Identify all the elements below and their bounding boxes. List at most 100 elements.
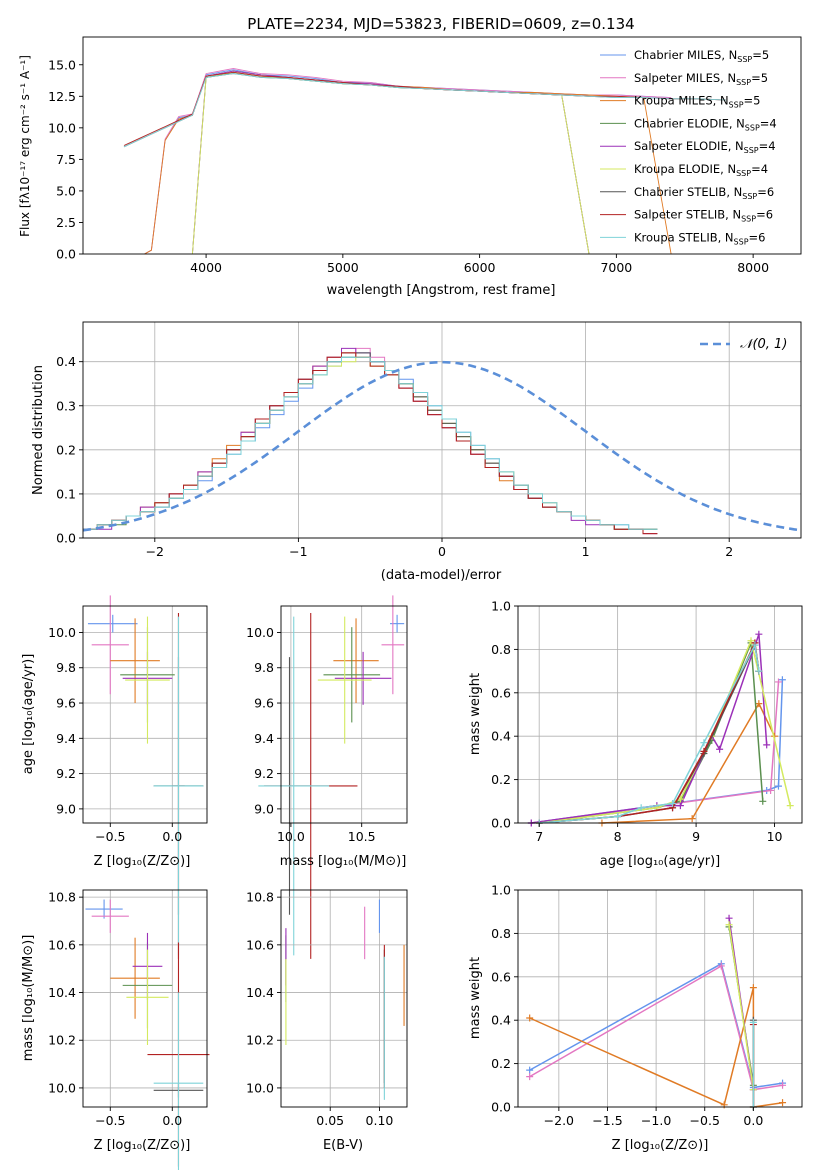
x-tick-label: 10 xyxy=(767,829,783,844)
y-tick-label: 0.0 xyxy=(491,1100,511,1115)
y-tick-label: 0.8 xyxy=(491,642,511,657)
legend-label-sub: SSP xyxy=(744,146,759,155)
legend-label: Kroupa ELODIE, NSSP=4 xyxy=(634,162,768,178)
y-tick-label: 10.0 xyxy=(48,625,76,640)
y-tick-label: 10.2 xyxy=(48,1033,76,1048)
mass-weight-point xyxy=(749,984,757,992)
legend-label-main: Chabrier ELODIE, N xyxy=(634,116,745,130)
mass-weight-point xyxy=(751,641,759,649)
mass-z-xlabel: Z [log₁₀(Z/Z⊙)] xyxy=(94,1138,191,1153)
y-tick-label: 10.4 xyxy=(246,985,274,1000)
legend-label-end: =5 xyxy=(744,94,761,108)
legend-label-main: Chabrier MILES, N xyxy=(634,48,737,62)
legend-label-main: Kroupa STELIB, N xyxy=(634,230,734,244)
x-tick-label: 0.0 xyxy=(743,1113,763,1128)
age-z-ylabel: age [log₁₀(age/yr)] xyxy=(21,654,36,775)
y-tick-label: 0.0 xyxy=(56,247,76,262)
y-tick-label: 10.6 xyxy=(48,937,76,952)
axes-frame xyxy=(82,36,802,255)
mass-ebv-xlabel: E(B-V) xyxy=(323,1138,363,1153)
y-tick-label: 9.4 xyxy=(254,731,274,746)
y-tick-label: 0.3 xyxy=(56,398,76,413)
mass-weight-point xyxy=(716,745,724,753)
legend-label-main: Kroupa MILES, N xyxy=(634,94,729,108)
x-tick-label: −1.5 xyxy=(592,1113,622,1128)
y-tick-label: 10.0 xyxy=(48,120,76,135)
spectrum-xlabel: wavelength [Angstrom, rest frame] xyxy=(327,283,556,298)
y-tick-label: 0.4 xyxy=(491,1013,511,1028)
x-tick-label: −0.5 xyxy=(690,1113,720,1128)
y-tick-label: 0.6 xyxy=(491,969,511,984)
y-tick-label: 9.6 xyxy=(56,696,76,711)
y-tick-label: 10.8 xyxy=(246,890,274,905)
y-tick-label: 0.4 xyxy=(56,354,76,369)
massweight-age-xlabel: age [log₁₀(age/yr)] xyxy=(600,854,721,869)
y-tick-label: 5.0 xyxy=(56,183,76,198)
residuals-panel: −2 −1 0 1 2 0.0 0.1 0.2 0.3 0.4 (data-model)/erro… xyxy=(31,321,802,583)
mass-weight-point xyxy=(725,914,733,922)
y-tick-label: 0.1 xyxy=(56,486,76,501)
x-tick-label: 10.5 xyxy=(348,829,376,844)
mass-weight-point xyxy=(747,637,755,645)
legend-label: Kroupa MILES, NSSP=5 xyxy=(634,94,760,110)
x-tick-label: 10.0 xyxy=(277,829,305,844)
legend-label-end: =6 xyxy=(757,185,774,199)
age-z-xlabel: Z [log₁₀(Z/Z⊙)] xyxy=(94,854,191,869)
legend-label-sub: SSP xyxy=(742,192,757,201)
x-tick-label: 6000 xyxy=(464,260,496,275)
x-tick-label: 9 xyxy=(692,829,700,844)
y-tick-label: 15.0 xyxy=(48,57,76,72)
y-tick-label: 0.4 xyxy=(491,729,511,744)
legend-label-main: Kroupa ELODIE, N xyxy=(634,162,736,176)
y-tick-label: 9.4 xyxy=(56,731,76,746)
legend-label: Chabrier MILES, NSSP=5 xyxy=(634,48,769,64)
x-tick-label: −0.5 xyxy=(95,829,125,844)
y-tick-label: 9.0 xyxy=(56,801,76,816)
mass-weight-line xyxy=(601,701,776,824)
legend-label: Salpeter STELIB, NSSP=6 xyxy=(634,208,773,224)
age-mass-xlabel: mass [log₁₀(M/M⊙)] xyxy=(280,854,407,869)
y-tick-label: 2.5 xyxy=(56,215,76,230)
y-tick-label: 0.2 xyxy=(56,442,76,457)
x-tick-label: 8000 xyxy=(737,260,769,275)
legend-label: Salpeter MILES, NSSP=5 xyxy=(634,71,768,87)
legend-label: Kroupa STELIB, NSSP=6 xyxy=(634,230,765,246)
mass-weight-point xyxy=(526,1073,534,1081)
legend-label-sub: SSP xyxy=(736,78,751,87)
y-tick-label: 9.8 xyxy=(254,660,274,675)
mass-weight-point xyxy=(759,797,767,805)
mass-weight-point xyxy=(774,678,782,686)
gaussian-legend-label: 𝒩(0, 1) xyxy=(740,337,787,352)
y-tick-label: 10.6 xyxy=(246,937,274,952)
mass-weight-point xyxy=(725,921,733,929)
legend-label-sub: SSP xyxy=(737,55,752,64)
y-tick-label: 0.2 xyxy=(491,1056,511,1071)
x-tick-label: 0 xyxy=(438,544,446,559)
x-tick-label: 5000 xyxy=(327,260,359,275)
y-tick-label: 10.8 xyxy=(48,890,76,905)
legend-label: Salpeter ELODIE, NSSP=4 xyxy=(634,139,776,155)
massweight-vs-age-panel: 7 8 9 10 0.0 0.2 0.4 0.6 0.8 1.0 xyxy=(491,599,803,844)
mass-weight-line xyxy=(529,964,783,1091)
mass-weight-point xyxy=(767,786,775,794)
x-tick-label: 4000 xyxy=(190,260,222,275)
mass-weight-point xyxy=(786,802,794,810)
legend-label-sub: SSP xyxy=(741,215,756,224)
axes-frame xyxy=(280,889,408,1108)
x-tick-label: 8 xyxy=(614,829,622,844)
y-tick-label: 9.8 xyxy=(56,660,76,675)
residual-histogram xyxy=(83,356,658,530)
mass-vs-EBV-panel: 0.05 0.10 10.0 10.2 10.4 10.6 10.8 xyxy=(246,889,408,1128)
residuals-axes: −2 −1 0 1 2 0.0 0.1 0.2 0.3 0.4 xyxy=(56,321,802,559)
spectrum-line xyxy=(123,73,726,148)
y-tick-label: 10.0 xyxy=(48,1080,76,1095)
massweight-vs-Z-panel: −2.0 −1.5 −1.0 −0.5 0.0 0.0 0.2 0.4 0.6 0.8 1.0 xyxy=(491,883,803,1128)
mass-z-ylabel: mass [log₁₀(M/M⊙)] xyxy=(21,935,36,1062)
x-tick-label: 2 xyxy=(725,544,733,559)
axes-frame xyxy=(517,889,803,1108)
y-tick-label: 10.0 xyxy=(246,1080,274,1095)
axes-frame xyxy=(517,605,803,824)
legend-label-end: =6 xyxy=(749,230,766,244)
age-vs-mass-panel: 10.0 10.5 9.0 9.2 9.4 9.6 9.8 10.0 xyxy=(246,595,408,959)
